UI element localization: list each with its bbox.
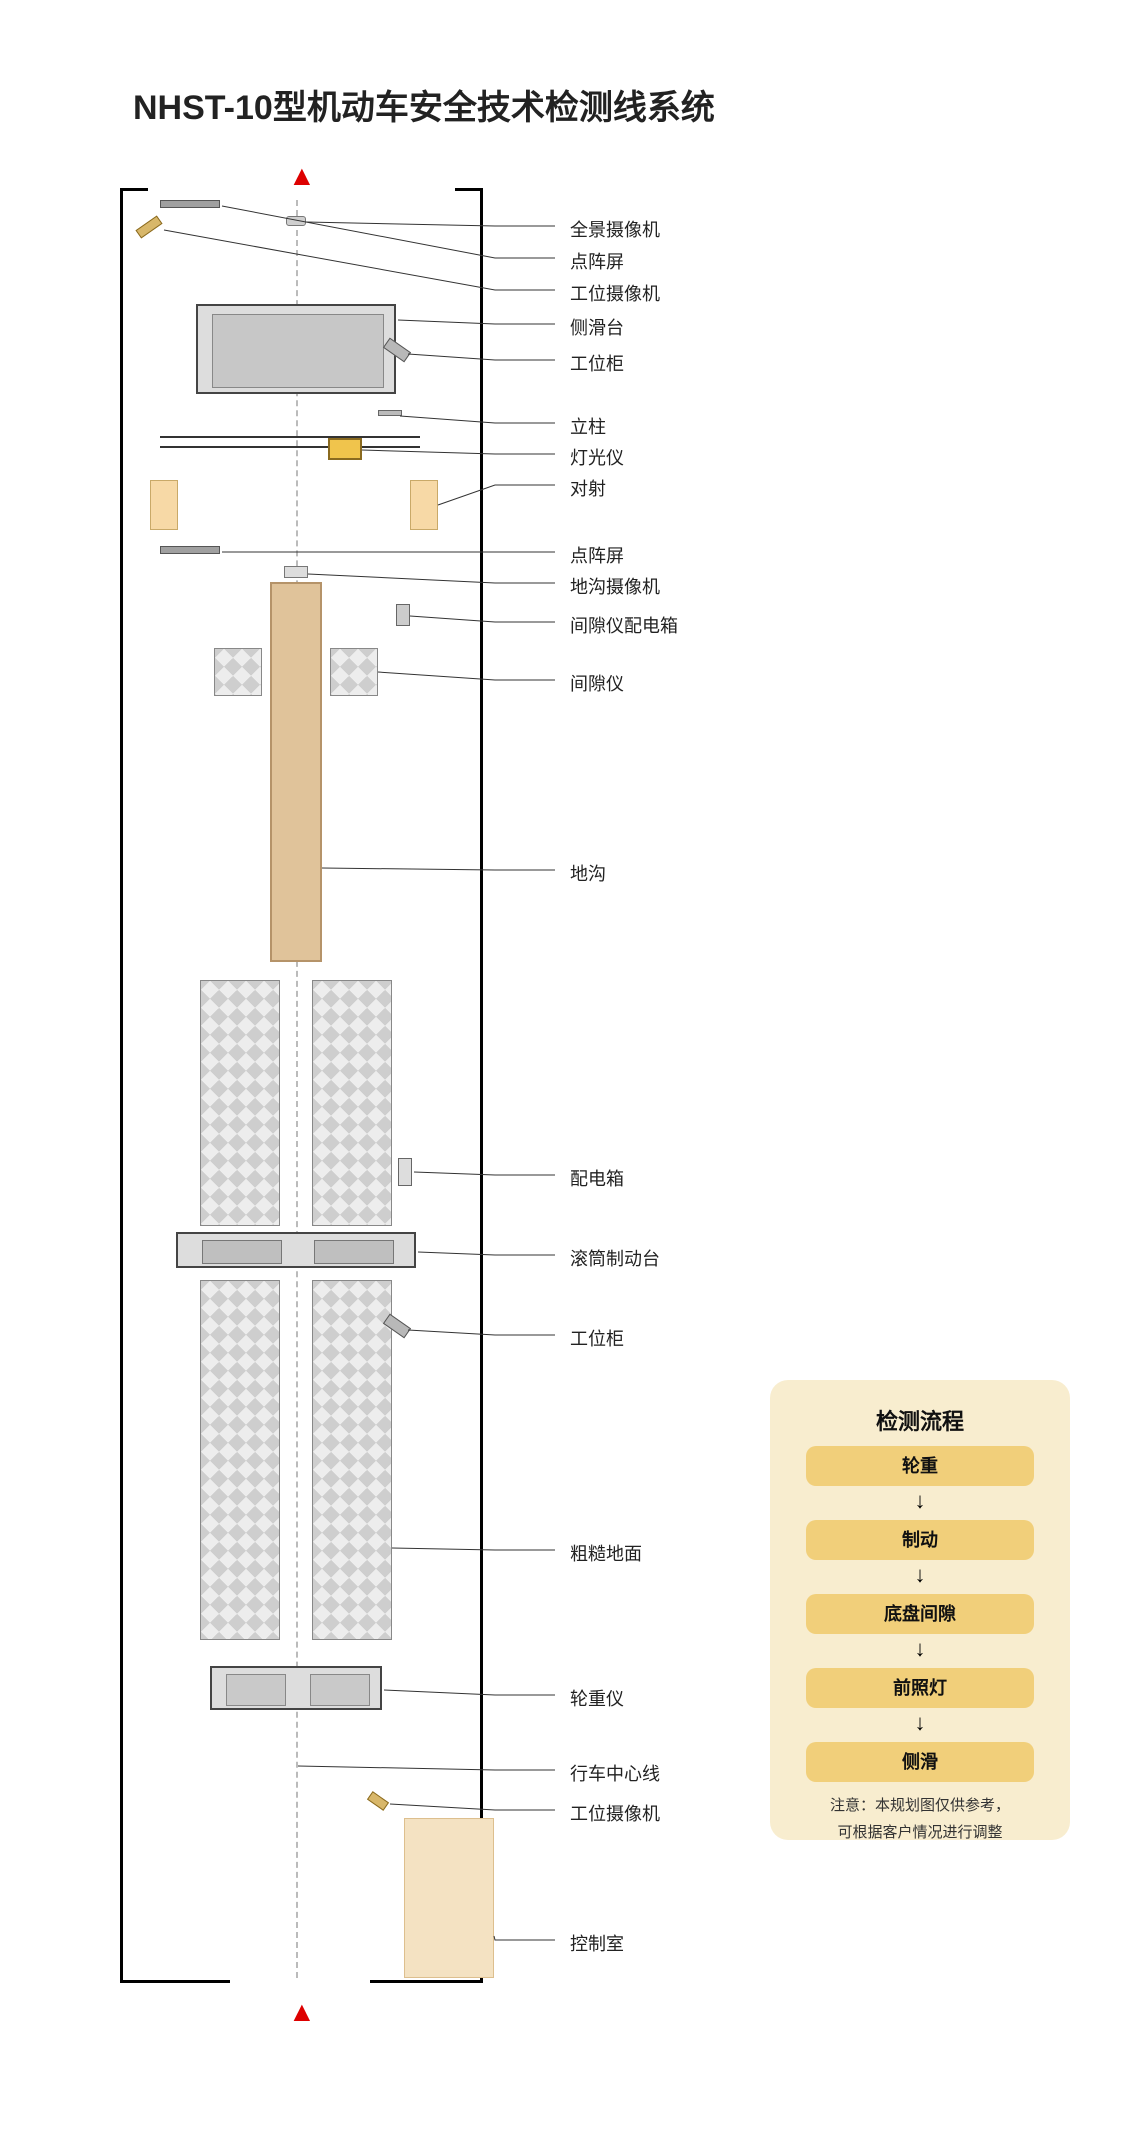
pit-device: [270, 582, 322, 962]
leader-rough-ground: [390, 1546, 557, 1552]
rough-ground-1: [200, 980, 280, 1226]
leader-station-cabinet-1: [406, 352, 557, 362]
flow-step-2: 制动: [806, 1520, 1034, 1560]
lane-bottom-l: [120, 1980, 230, 1983]
flow-arrow-2: ↓: [806, 1562, 1034, 1588]
leader-sideslip-table: [396, 318, 557, 326]
roller-brake-device: [176, 1232, 416, 1268]
leader-drive-centerline: [296, 1764, 557, 1772]
lane-border-left: [120, 188, 123, 1980]
roller-r: [314, 1240, 394, 1264]
lane-top-tick-l: [120, 188, 148, 191]
lane-top-tick-r: [455, 188, 483, 191]
photo-beam-left: [150, 480, 178, 530]
leader-roller-brake: [416, 1250, 557, 1257]
label-pit: 地沟: [570, 860, 606, 886]
roller-l: [202, 1240, 282, 1264]
leader-light-meter: [360, 448, 557, 456]
label-rough-ground: 粗糙地面: [570, 1540, 642, 1566]
leader-wheel-weight: [382, 1688, 557, 1697]
distribution-box-icon: [398, 1158, 412, 1186]
lane-border-right: [480, 188, 483, 1980]
leader-pit: [320, 866, 557, 872]
label-dist-box: 配电箱: [570, 1165, 624, 1191]
dot-matrix-screen-1: [160, 200, 220, 208]
label-dot-matrix-1: 点阵屏: [570, 248, 624, 274]
label-drive-centerline: 行车中心线: [570, 1760, 660, 1786]
lane-bottom-r: [370, 1980, 483, 1983]
dot-matrix-screen-2: [160, 546, 220, 554]
label-gap-box: 间隙仪配电箱: [570, 612, 678, 638]
leader-control-room: [492, 1934, 557, 1942]
light-rail-1: [160, 436, 420, 438]
label-photo-beam: 对射: [570, 475, 606, 501]
label-control-room: 控制室: [570, 1930, 624, 1956]
flow-title: 检测流程: [770, 1404, 1070, 1436]
gap-meter-left: [214, 648, 262, 696]
control-room-box: [404, 1818, 494, 1978]
label-station-camera-1: 工位摄像机: [570, 280, 660, 306]
label-column: 立柱: [570, 413, 606, 439]
arrow-top: ▲: [288, 160, 308, 192]
label-panoramic-camera: 全景摄像机: [570, 216, 660, 242]
rough-ground-2: [312, 980, 392, 1226]
label-dot-matrix-2: 点阵屏: [570, 542, 624, 568]
leader-station-camera-1: [162, 228, 557, 292]
wheel-l: [226, 1674, 286, 1706]
leader-dot-matrix-2: [220, 550, 557, 554]
station-camera-2-icon: [367, 1791, 389, 1811]
leader-gap-meter: [376, 670, 557, 682]
flow-arrow-3: ↓: [806, 1636, 1034, 1662]
label-wheel-weight: 轮重仪: [570, 1685, 624, 1711]
flow-step-3: 底盘间隙: [806, 1594, 1034, 1634]
label-station-cabinet-1: 工位柜: [570, 350, 624, 376]
flow-step-5: 侧滑: [806, 1742, 1034, 1782]
label-roller-brake: 滚筒制动台: [570, 1245, 660, 1271]
leader-gap-box: [408, 614, 557, 624]
label-station-camera-2: 工位摄像机: [570, 1800, 660, 1826]
flow-note-line-1: 注意：本规划图仅供参考，: [830, 1797, 1010, 1814]
label-light-meter: 灯光仪: [570, 444, 624, 470]
pit-camera-icon: [284, 566, 308, 578]
flow-note: 注意：本规划图仅供参考， 可根据客户情况进行调整: [788, 1792, 1052, 1846]
page-title: NHST-10型机动车安全技术检测线系统: [133, 80, 715, 129]
leader-pit-camera: [306, 572, 557, 585]
label-gap-meter: 间隙仪: [570, 670, 624, 696]
rough-ground-4: [312, 1280, 392, 1640]
sideslip-table-device: [196, 304, 396, 394]
sideslip-inner: [212, 314, 384, 388]
drive-centerline: [296, 200, 298, 1978]
arrow-bottom: ▲: [288, 1996, 308, 2028]
photo-beam-right: [410, 480, 438, 530]
leader-station-camera-2: [388, 1802, 557, 1812]
gap-meter-right: [330, 648, 378, 696]
leader-column: [398, 414, 557, 425]
flow-step-1: 轮重: [806, 1446, 1034, 1486]
leader-photo-beam: [436, 483, 557, 507]
label-pit-camera: 地沟摄像机: [570, 573, 660, 599]
leader-station-cabinet-2: [406, 1328, 557, 1337]
label-sideslip-table: 侧滑台: [570, 314, 624, 340]
leader-dist-box: [412, 1170, 557, 1177]
flow-step-4: 前照灯: [806, 1668, 1034, 1708]
wheel-r: [310, 1674, 370, 1706]
rough-ground-3: [200, 1280, 280, 1640]
flow-arrow-4: ↓: [806, 1710, 1034, 1736]
wheel-weight-device: [210, 1666, 382, 1710]
light-meter-device: [328, 438, 362, 460]
flow-arrow-1: ↓: [806, 1488, 1034, 1514]
flow-note-line-2: 可根据客户情况进行调整: [837, 1824, 1002, 1841]
station-camera-1-icon: [135, 215, 162, 238]
label-station-cabinet-2: 工位柜: [570, 1325, 624, 1351]
